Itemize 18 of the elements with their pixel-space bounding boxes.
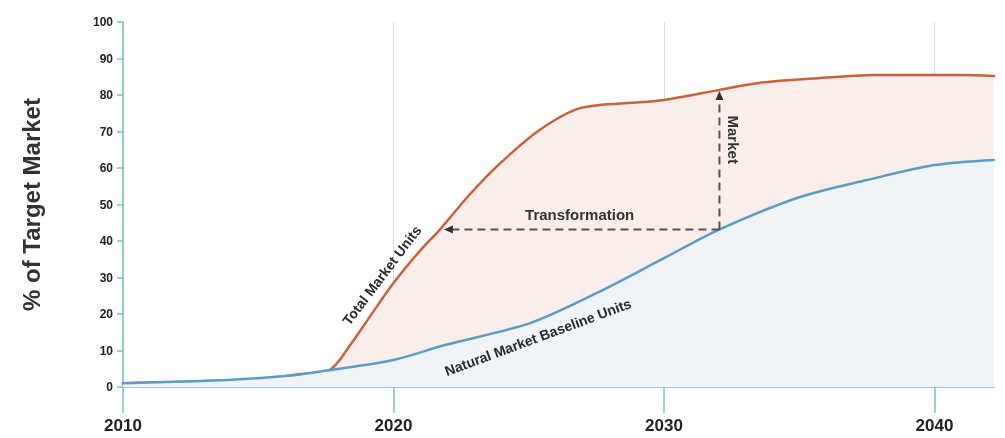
- x-tick-label: 2010: [104, 416, 142, 435]
- x-tick-label: 2030: [645, 416, 683, 435]
- y-tick-label: 70: [99, 124, 114, 139]
- y-tick-label: 90: [99, 51, 114, 66]
- x-tick-label: 2040: [915, 416, 954, 435]
- y-tick-label: 50: [99, 197, 114, 212]
- annotation: Transformation: [525, 206, 635, 223]
- y-tick-label: 10: [99, 343, 114, 358]
- y-tick-label: 20: [99, 307, 114, 321]
- y-tick-label: 30: [99, 270, 114, 285]
- y-axis-title: % of Target Market: [17, 98, 45, 311]
- y-tick-label: 60: [99, 161, 114, 175]
- y-tick-label: 0: [106, 380, 114, 394]
- y-tick-label: 100: [92, 15, 114, 29]
- annotation: Market: [724, 115, 742, 164]
- y-tick-label: 80: [99, 88, 114, 102]
- x-tick-label: 2020: [374, 416, 413, 435]
- y-tick-label: 40: [99, 234, 114, 248]
